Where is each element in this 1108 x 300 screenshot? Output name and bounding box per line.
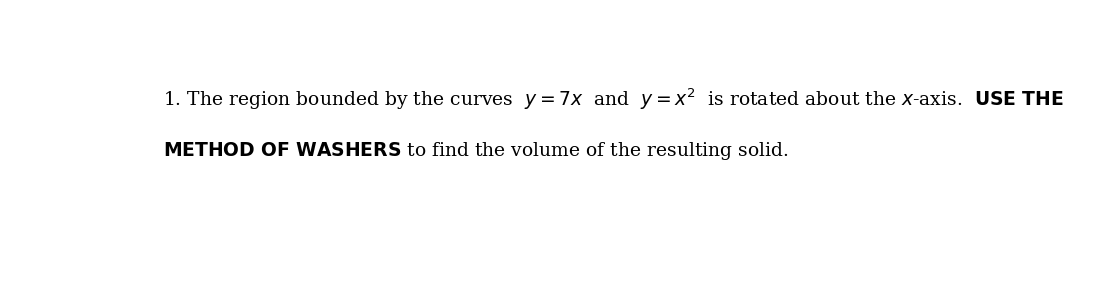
Text: 1. The region bounded by the curves  $y = 7x$  and  $y = x^2$  is rotated about : 1. The region bounded by the curves $y =… <box>163 87 1064 112</box>
Text: $\mathbf{METHOD\ OF\ WASHERS}$ to find the volume of the resulting solid.: $\mathbf{METHOD\ OF\ WASHERS}$ to find t… <box>163 140 789 162</box>
